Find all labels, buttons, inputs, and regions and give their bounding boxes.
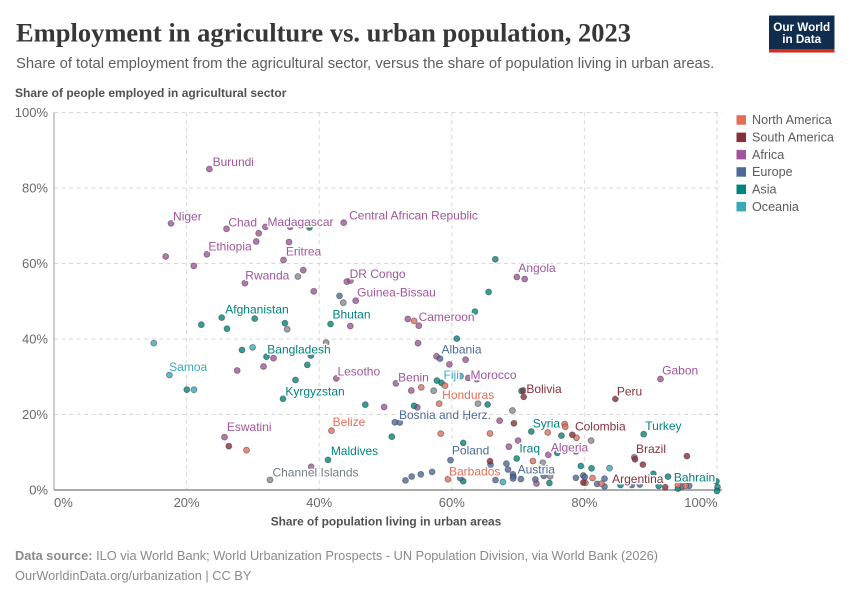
svg-text:South America: South America [752,131,834,145]
svg-text:Lesotho: Lesotho [337,364,380,378]
svg-text:Austria: Austria [518,463,556,477]
svg-text:Guinea-Bissau: Guinea-Bissau [357,286,436,300]
svg-text:OurWorldinData.org/urbanizatio: OurWorldinData.org/urbanization | CC BY [15,568,252,583]
svg-text:Europe: Europe [752,165,793,179]
svg-text:Colombia: Colombia [575,419,626,433]
svg-text:Benin: Benin [398,370,429,384]
svg-text:Brazil: Brazil [636,442,666,456]
svg-text:in Data: in Data [782,33,821,46]
svg-text:Our World: Our World [773,21,830,34]
svg-text:Samoa: Samoa [169,360,207,374]
svg-text:Bolivia: Bolivia [526,382,562,396]
svg-text:Data source: ILO via World Ban: Data source: ILO via World Bank; World U… [15,548,658,563]
svg-text:Africa: Africa [752,148,784,162]
svg-text:Algeria: Algeria [551,441,589,455]
svg-text:Madagascar: Madagascar [267,215,333,229]
svg-text:Argentina: Argentina [612,472,664,486]
svg-text:80%: 80% [571,495,597,510]
svg-text:Asia: Asia [752,183,777,197]
svg-text:Share of people employed in ag: Share of people employed in agricultural… [15,86,287,100]
svg-text:North America: North America [752,113,832,127]
svg-text:40%: 40% [22,332,48,347]
svg-text:Burundi: Burundi [213,155,254,169]
svg-text:Bahrain: Bahrain [674,471,715,485]
svg-text:Barbados: Barbados [449,465,500,479]
svg-text:Honduras: Honduras [442,388,494,402]
svg-text:Iraq: Iraq [519,442,540,456]
svg-text:Morocco: Morocco [470,368,516,382]
svg-text:Angola: Angola [518,261,556,275]
svg-text:Central African Republic: Central African Republic [349,209,478,223]
svg-text:Gabon: Gabon [662,364,698,378]
svg-text:Share of population living in: Share of population living in urban area… [271,515,502,529]
svg-text:100%: 100% [15,105,49,120]
svg-text:Chad: Chad [228,216,257,230]
svg-text:Employment in agriculture vs.: Employment in agriculture vs. urban popu… [16,17,631,47]
svg-text:Share of total employment from: Share of total employment from the agric… [16,56,714,72]
svg-text:40%: 40% [306,495,332,510]
svg-text:Peru: Peru [617,385,642,399]
svg-text:Eritrea: Eritrea [286,244,322,258]
svg-text:DR Congo: DR Congo [350,267,406,281]
svg-text:Channel Islands: Channel Islands [272,466,358,480]
svg-text:Eswatini: Eswatini [227,420,272,434]
svg-text:Cameroon: Cameroon [419,310,475,324]
svg-text:Niger: Niger [173,209,202,223]
svg-text:80%: 80% [22,181,48,196]
svg-text:Bangladesh: Bangladesh [267,343,330,357]
svg-text:Rwanda: Rwanda [245,269,289,283]
svg-text:60%: 60% [439,495,465,510]
svg-text:0%: 0% [54,495,73,510]
svg-text:Maldives: Maldives [331,444,378,458]
svg-text:Bhutan: Bhutan [332,308,370,322]
svg-text:Bosnia and Herz.: Bosnia and Herz. [399,408,491,422]
svg-text:Afghanistan: Afghanistan [225,303,288,317]
svg-text:Albania: Albania [441,342,481,356]
svg-text:Syria: Syria [533,417,561,431]
svg-text:Fiji: Fiji [444,368,459,382]
svg-text:Belize: Belize [333,415,366,429]
svg-text:100%: 100% [684,495,718,510]
svg-text:Ethiopia: Ethiopia [208,240,252,254]
svg-text:0%: 0% [29,483,48,498]
svg-text:20%: 20% [22,407,48,422]
svg-text:Poland: Poland [452,444,489,458]
svg-text:Kyrgyzstan: Kyrgyzstan [285,384,344,398]
svg-text:60%: 60% [22,256,48,271]
svg-text:Oceania: Oceania [752,200,799,214]
svg-text:Turkey: Turkey [645,419,681,433]
svg-text:20%: 20% [174,495,200,510]
